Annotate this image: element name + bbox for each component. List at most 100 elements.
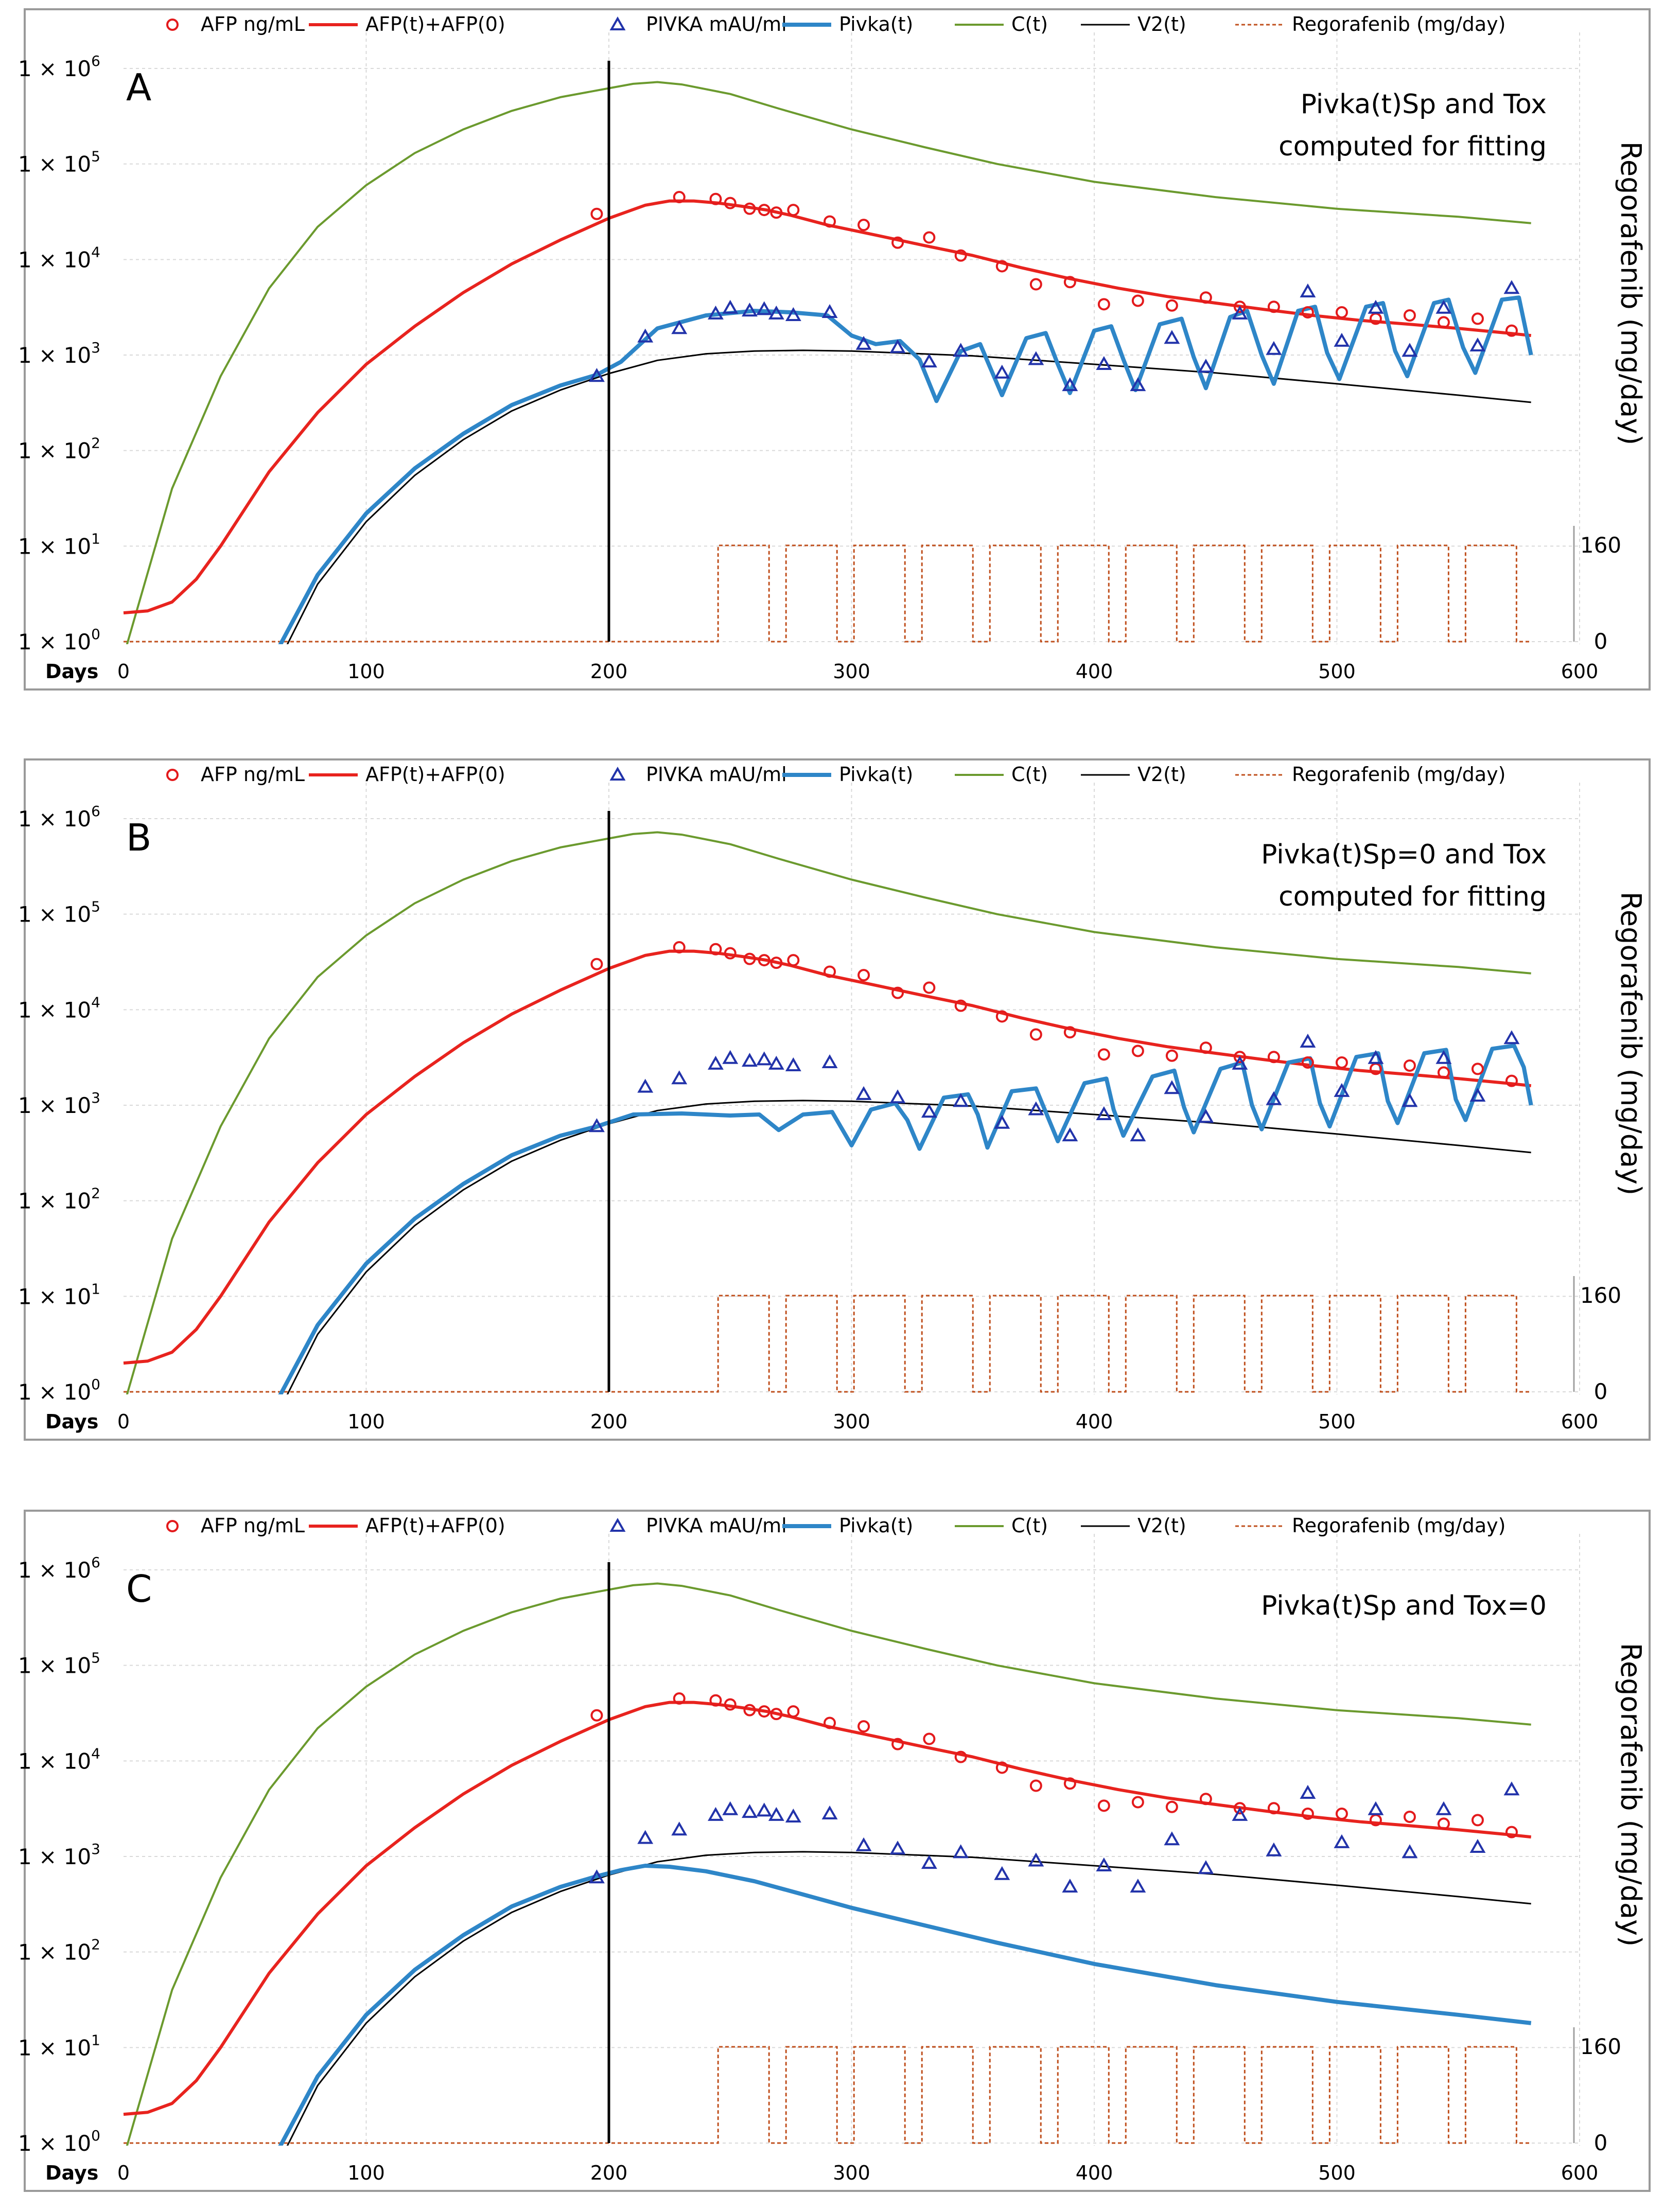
panel-annotation: Pivka(t)Sp and Tox — [1301, 89, 1547, 120]
series-regorafenib-dosing — [124, 1295, 1531, 1393]
afp-observation-point — [590, 1709, 603, 1722]
afp-observation-point — [1335, 1056, 1348, 1069]
legend-label: Regorafenib (mg/day) — [1292, 1514, 1505, 1537]
panel-annotation: Pivka(t)Sp=0 and Tox — [1261, 839, 1547, 870]
x-tick-label: 400 — [1076, 660, 1113, 683]
pivka-observation-point — [1435, 1050, 1452, 1064]
pivka-observation-point — [1096, 1106, 1112, 1120]
pivka-observation-point — [671, 1070, 688, 1085]
pivka-observation-point — [1300, 1033, 1316, 1048]
legend-swatch — [609, 766, 626, 781]
afp-observation-point — [1335, 1807, 1348, 1820]
y-tick-label: 1 × 103 — [18, 1089, 100, 1118]
pivka-observation-point — [722, 299, 739, 314]
pivka-observation-point — [1266, 1091, 1282, 1105]
legend-item: V2(t) — [1081, 13, 1186, 36]
x-tick-label: 300 — [833, 660, 870, 683]
series-c-line — [126, 1582, 1531, 2146]
pivka-observation-point — [855, 1086, 872, 1100]
afp-observation-point — [1063, 1026, 1076, 1039]
y-tick-label: 1 × 105 — [18, 148, 100, 177]
pivka-observation-point — [889, 339, 906, 353]
afp-observation-point — [1131, 1045, 1144, 1057]
legend-label: V2(t) — [1137, 13, 1186, 36]
afp-observation-point — [954, 1750, 967, 1763]
pivka-observation-point — [671, 1821, 688, 1836]
legend-item: PIVKA mAU/ml — [609, 763, 787, 786]
pivka-observation-point — [1028, 1101, 1044, 1116]
afp-observation-point — [1301, 1056, 1314, 1069]
afp-observation-point — [1471, 1063, 1484, 1075]
pivka-observation-point — [1334, 332, 1350, 347]
pivka-observation-point — [785, 1808, 801, 1822]
y2-tick-label: 160 — [1580, 1283, 1621, 1308]
afp-observation-point — [1097, 1799, 1110, 1812]
pivka-observation-point — [768, 1807, 784, 1821]
legend-label: AFP ng/mL — [201, 763, 305, 786]
pivka-observation-point — [1130, 1127, 1146, 1142]
pivka-observation-point — [1062, 1879, 1078, 1893]
panel-label: C — [126, 1567, 152, 1611]
series-c-line — [126, 81, 1531, 644]
y-tick-label: 1 × 106 — [18, 52, 100, 81]
y-tick-label: 1 × 104 — [18, 243, 100, 272]
legend-item: Regorafenib (mg/day) — [1235, 763, 1505, 786]
legend-item: AFP(t)+AFP(0) — [309, 763, 505, 786]
afp-observation-point — [724, 947, 737, 960]
pivka-observation-point — [1503, 1781, 1520, 1796]
panel-annotation: computed for fitting — [1278, 131, 1547, 162]
legend-item: AFP ng/mL — [166, 763, 305, 786]
pivka-observation-point — [821, 1805, 838, 1819]
pivka-observation-point — [1028, 1852, 1044, 1867]
afp-observation-point — [1267, 1051, 1280, 1064]
legend-swatch — [166, 1520, 179, 1532]
legend-item: Pivka(t) — [782, 1514, 913, 1537]
y-tick-label: 1 × 100 — [18, 1376, 100, 1405]
pivka-observation-point — [994, 1114, 1010, 1129]
afp-observation-point — [1063, 1777, 1076, 1790]
afp-observation-point — [1471, 1814, 1484, 1827]
afp-observation-point — [787, 1705, 800, 1718]
afp-observation-point — [787, 204, 800, 217]
pivka-observation-point — [1232, 305, 1248, 320]
pivka-observation-point — [768, 1055, 784, 1070]
pivka-observation-point — [1368, 299, 1384, 314]
pivka-observation-point — [1334, 1083, 1350, 1097]
y2-tick-label: 0 — [1594, 629, 1608, 654]
panel-a: 1 × 100 1 × 101 1 × 102 1 × 103 1 × 104 1 × 1… — [18, 8, 1651, 691]
legend-item: V2(t) — [1081, 1514, 1186, 1537]
legend-swatch — [166, 19, 179, 31]
series-v2-line — [286, 349, 1531, 644]
pivka-observation-point — [708, 1055, 724, 1070]
pivka-observation-point — [1028, 351, 1044, 365]
pivka-observation-point — [921, 1855, 937, 1869]
afp-observation-point — [1199, 291, 1212, 304]
legend-item: PIVKA mAU/ml — [609, 13, 787, 36]
legend-item: AFP ng/mL — [166, 13, 305, 36]
legend-label: Pivka(t) — [839, 1514, 913, 1537]
pivka-observation-point — [1402, 343, 1418, 357]
pivka-observation-point — [1232, 1807, 1248, 1821]
x-tick-label: 500 — [1318, 2162, 1356, 2184]
x-tick-label: 400 — [1076, 2162, 1113, 2184]
afp-observation-point — [1267, 1802, 1280, 1815]
pivka-observation-point — [953, 343, 969, 357]
panel-annotation: computed for fitting — [1278, 881, 1547, 912]
pivka-observation-point — [994, 1866, 1010, 1880]
pivka-observation-point — [1096, 1857, 1112, 1871]
legend-item: Pivka(t) — [782, 13, 913, 36]
afp-observation-point — [1403, 1059, 1416, 1072]
x-tick-label: 500 — [1318, 660, 1356, 683]
pivka-observation-point — [1334, 1834, 1350, 1848]
legend-item: C(t) — [955, 13, 1048, 36]
legend-item: Regorafenib (mg/day) — [1235, 1514, 1505, 1537]
pivka-observation-point — [588, 1118, 605, 1132]
afp-observation-point — [824, 965, 836, 978]
pivka-observation-point — [785, 307, 801, 321]
afp-observation-point — [1505, 1074, 1518, 1087]
pivka-observation-point — [953, 1093, 969, 1107]
legend-label: Pivka(t) — [839, 13, 913, 36]
x-tick-label: 500 — [1318, 1410, 1356, 1433]
pivka-observation-point — [722, 1801, 739, 1815]
